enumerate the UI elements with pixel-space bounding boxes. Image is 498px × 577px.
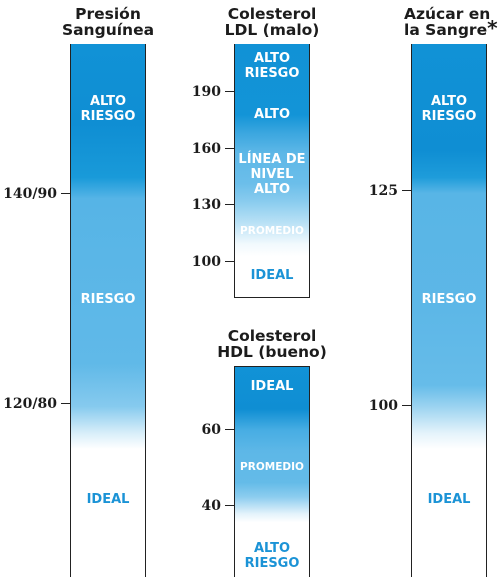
ldl-high-risk-label: ALTO RIESGO xyxy=(235,51,309,81)
sugar-title-line-2: la Sangre* xyxy=(404,18,498,39)
sugar-column: ALTO RIESGO RIESGO IDEAL xyxy=(411,44,487,577)
sugar-title-line-1: Azúcar en xyxy=(404,5,491,23)
ldl-ideal-label: IDEAL xyxy=(250,268,294,283)
ldl-borderline-line-1: LÍNEA DE xyxy=(238,152,306,167)
blood-pressure-high-risk-line-2: RIESGO xyxy=(80,109,136,124)
asterisk-mark: * xyxy=(487,16,498,40)
sugar-tick-125 xyxy=(402,190,412,192)
ldl-tick-100 xyxy=(225,261,235,263)
hdl-tick-40 xyxy=(225,505,235,507)
ldl-tick-label-160: 160 xyxy=(191,141,221,157)
hdl-title-line-2: HDL (bueno) xyxy=(217,343,327,361)
blood-pressure-column: ALTO RIESGO RIESGO IDEAL xyxy=(70,44,146,577)
hdl-tick-60 xyxy=(225,429,235,431)
hdl-ideal-label: IDEAL xyxy=(250,379,294,394)
ldl-tick-190 xyxy=(225,91,235,93)
ldl-borderline-line-3: ALTO xyxy=(253,182,291,197)
sugar-title: Azúcar en la Sangre* xyxy=(404,6,498,38)
blood-pressure-high-risk-line-1: ALTO xyxy=(89,94,127,109)
blood-pressure-tick-label-120-80: 120/80 xyxy=(3,396,57,412)
blood-pressure-title-line-2: Sanguínea xyxy=(61,21,155,39)
hdl-title: Colesterol HDL (bueno) xyxy=(217,328,327,360)
ldl-tick-130 xyxy=(225,204,235,206)
ldl-high-label: ALTO xyxy=(253,107,291,122)
sugar-title-line-2-text: la Sangre xyxy=(404,21,488,39)
blood-pressure-high-risk-label: ALTO RIESGO xyxy=(71,94,145,124)
hdl-column: IDEAL PROMEDIO ALTO RIESGO xyxy=(234,366,310,577)
sugar-high-risk-line-1: ALTO xyxy=(430,94,468,109)
ldl-title: Colesterol LDL (malo) xyxy=(222,6,322,38)
ldl-tick-label-190: 190 xyxy=(191,84,221,100)
blood-pressure-title: Presión Sanguínea xyxy=(60,6,156,38)
blood-pressure-risk-label: RIESGO xyxy=(80,292,136,307)
ldl-high-risk-line-1: ALTO xyxy=(253,51,291,66)
ldl-title-line-2: LDL (malo) xyxy=(224,21,320,39)
hdl-tick-label-60: 60 xyxy=(201,422,221,438)
blood-pressure-tick-140-90 xyxy=(61,193,71,195)
ldl-tick-160 xyxy=(225,148,235,150)
sugar-tick-label-100: 100 xyxy=(368,398,398,414)
ldl-tick-label-100: 100 xyxy=(191,254,221,270)
ldl-average-label: PROMEDIO xyxy=(240,225,304,237)
hdl-high-risk-line-1: ALTO xyxy=(253,541,291,556)
blood-pressure-tick-120-80 xyxy=(61,403,71,405)
blood-pressure-tick-label-140-90: 140/90 xyxy=(3,186,57,202)
ldl-borderline-label: LÍNEA DE NIVEL ALTO xyxy=(235,152,309,197)
ldl-tick-label-130: 130 xyxy=(191,197,221,213)
hdl-tick-label-40: 40 xyxy=(201,498,221,514)
hdl-high-risk-line-2: RIESGO xyxy=(244,556,300,571)
sugar-tick-100 xyxy=(402,405,412,407)
ldl-borderline-line-2: NIVEL xyxy=(250,167,294,182)
hdl-average-label: PROMEDIO xyxy=(240,461,304,473)
blood-pressure-ideal-label: IDEAL xyxy=(86,492,130,507)
ldl-column: ALTO RIESGO ALTO LÍNEA DE NIVEL ALTO PRO… xyxy=(234,44,310,298)
hdl-title-line-1: Colesterol xyxy=(227,327,317,345)
blood-pressure-title-line-1: Presión xyxy=(75,5,141,23)
sugar-tick-label-125: 125 xyxy=(368,183,398,199)
ldl-title-line-1: Colesterol xyxy=(227,5,317,23)
sugar-risk-label: RIESGO xyxy=(421,292,477,307)
ldl-high-risk-line-2: RIESGO xyxy=(244,66,300,81)
sugar-high-risk-label: ALTO RIESGO xyxy=(412,94,486,124)
hdl-high-risk-label: ALTO RIESGO xyxy=(235,541,309,571)
sugar-ideal-label: IDEAL xyxy=(427,492,471,507)
sugar-high-risk-line-2: RIESGO xyxy=(421,109,477,124)
